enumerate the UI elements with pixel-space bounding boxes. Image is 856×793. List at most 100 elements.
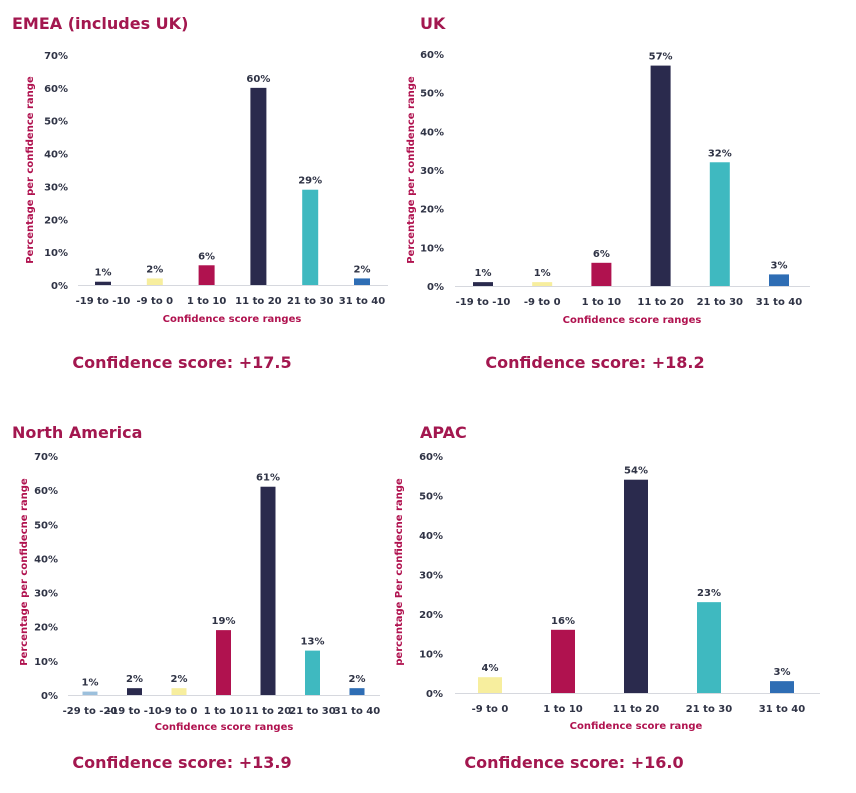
x-tick-label: 21 to 30 [287, 296, 333, 307]
confidence-score: Confidence score: +17.5 [72, 353, 291, 372]
bar [551, 629, 575, 693]
y-tick-label: 0% [426, 689, 443, 700]
x-tick-label: -19 to -10 [456, 297, 511, 308]
bar [82, 691, 98, 695]
x-axis-label: Confidence score ranges [563, 315, 702, 326]
bar [709, 162, 730, 286]
bar [216, 630, 231, 695]
x-tick-label: 11 to 20 [245, 706, 291, 717]
chart-title: EMEA (includes UK) [12, 14, 188, 33]
data-label: 19% [212, 616, 236, 627]
chart-panel-3: APAC 0% 10% 20% 30% 40% 50% 60% 4% -9 to 0 16% 1 to… [394, 423, 820, 772]
y-axis-label: Percentage per confidence range [25, 76, 36, 264]
data-label: 2% [146, 264, 163, 275]
x-tick-label: -19 to -10 [76, 296, 131, 307]
bar [770, 681, 794, 693]
y-tick-label: 50% [419, 492, 443, 503]
chart-title: UK [420, 14, 446, 33]
x-tick-label: 21 to 30 [697, 297, 743, 308]
data-label: 2% [354, 264, 371, 275]
y-tick-label: 50% [420, 89, 444, 100]
data-label: 16% [551, 616, 575, 627]
y-axis-label: Percentage per confidecne range [19, 478, 30, 666]
bar [591, 262, 612, 286]
y-tick-label: 20% [420, 205, 444, 216]
x-tick-label: 31 to 40 [756, 297, 802, 308]
bar [624, 479, 648, 693]
y-tick-label: 0% [427, 282, 444, 293]
y-tick-label: 50% [44, 117, 68, 128]
y-tick-label: 60% [419, 452, 443, 463]
y-tick-label: 40% [44, 150, 68, 161]
y-tick-label: 30% [44, 182, 68, 193]
bar [650, 65, 671, 286]
y-tick-label: 10% [419, 650, 443, 661]
data-label: 3% [774, 667, 791, 678]
x-tick-label: 1 to 10 [543, 704, 583, 715]
confidence-score: Confidence score: +16.0 [464, 753, 683, 772]
y-axis-label: Percentage per confidence range [406, 76, 417, 264]
y-tick-label: 10% [34, 657, 58, 668]
bar [171, 688, 187, 695]
bar [127, 688, 142, 695]
x-tick-label: 11 to 20 [637, 297, 683, 308]
data-label: 6% [198, 251, 215, 262]
data-label: 2% [171, 674, 188, 685]
data-label: 6% [593, 249, 610, 260]
data-label: 29% [298, 176, 322, 187]
y-tick-label: 0% [51, 281, 68, 292]
x-tick-label: 21 to 30 [686, 704, 732, 715]
x-tick-label: 1 to 10 [582, 297, 622, 308]
y-tick-label: 20% [419, 610, 443, 621]
data-label: 13% [301, 637, 325, 648]
x-tick-label: -9 to 0 [524, 297, 561, 308]
x-tick-label: 31 to 40 [339, 296, 385, 307]
confidence-score: Confidence score: +18.2 [485, 353, 704, 372]
bar [302, 189, 319, 285]
chart-title: APAC [420, 423, 467, 442]
x-axis-label: Confidence score range [570, 721, 703, 732]
data-label: 2% [349, 674, 366, 685]
y-tick-label: 30% [34, 589, 58, 600]
x-tick-label: 31 to 40 [759, 704, 805, 715]
bar [354, 278, 370, 285]
data-label: 23% [697, 588, 721, 599]
y-tick-label: 10% [44, 248, 68, 259]
y-tick-label: 30% [419, 571, 443, 582]
chart-panel-1: UK 0% 10% 20% 30% 40% 50% 60% 1% -19 to -10 1% -9 t… [406, 14, 810, 372]
bar [532, 282, 553, 286]
x-axis-label: Confidence score ranges [155, 722, 294, 733]
bar [349, 688, 365, 695]
bar [473, 282, 493, 286]
bar [769, 274, 789, 286]
data-label: 3% [771, 260, 788, 271]
x-tick-label: 31 to 40 [334, 706, 380, 717]
x-tick-label: -29 to -20 [63, 706, 118, 717]
chart-panel-2: North America 0% 10% 20% 30% 40% 50% 60% 70% 1% -2… [12, 423, 380, 772]
data-label: 60% [246, 74, 270, 85]
x-axis-label: Confidence score ranges [163, 314, 302, 325]
y-axis-label: percentage Per confidecne range [394, 478, 405, 666]
y-tick-label: 70% [34, 452, 58, 463]
y-tick-label: 0% [41, 691, 58, 702]
y-tick-label: 40% [419, 531, 443, 542]
x-tick-label: -9 to 0 [161, 706, 198, 717]
bar [146, 278, 163, 285]
bar [95, 281, 111, 285]
bar [478, 677, 502, 693]
bar [305, 650, 320, 695]
y-tick-label: 60% [34, 486, 58, 497]
bar [260, 486, 276, 695]
y-tick-label: 50% [34, 520, 58, 531]
data-label: 1% [475, 268, 492, 279]
bar [697, 602, 721, 693]
x-tick-label: 1 to 10 [187, 296, 227, 307]
x-tick-label: -9 to 0 [472, 704, 509, 715]
x-tick-label: -9 to 0 [136, 296, 173, 307]
y-tick-label: 60% [44, 84, 68, 95]
y-tick-label: 70% [44, 51, 68, 62]
x-tick-label: 11 to 20 [235, 296, 281, 307]
y-tick-label: 20% [34, 623, 58, 634]
